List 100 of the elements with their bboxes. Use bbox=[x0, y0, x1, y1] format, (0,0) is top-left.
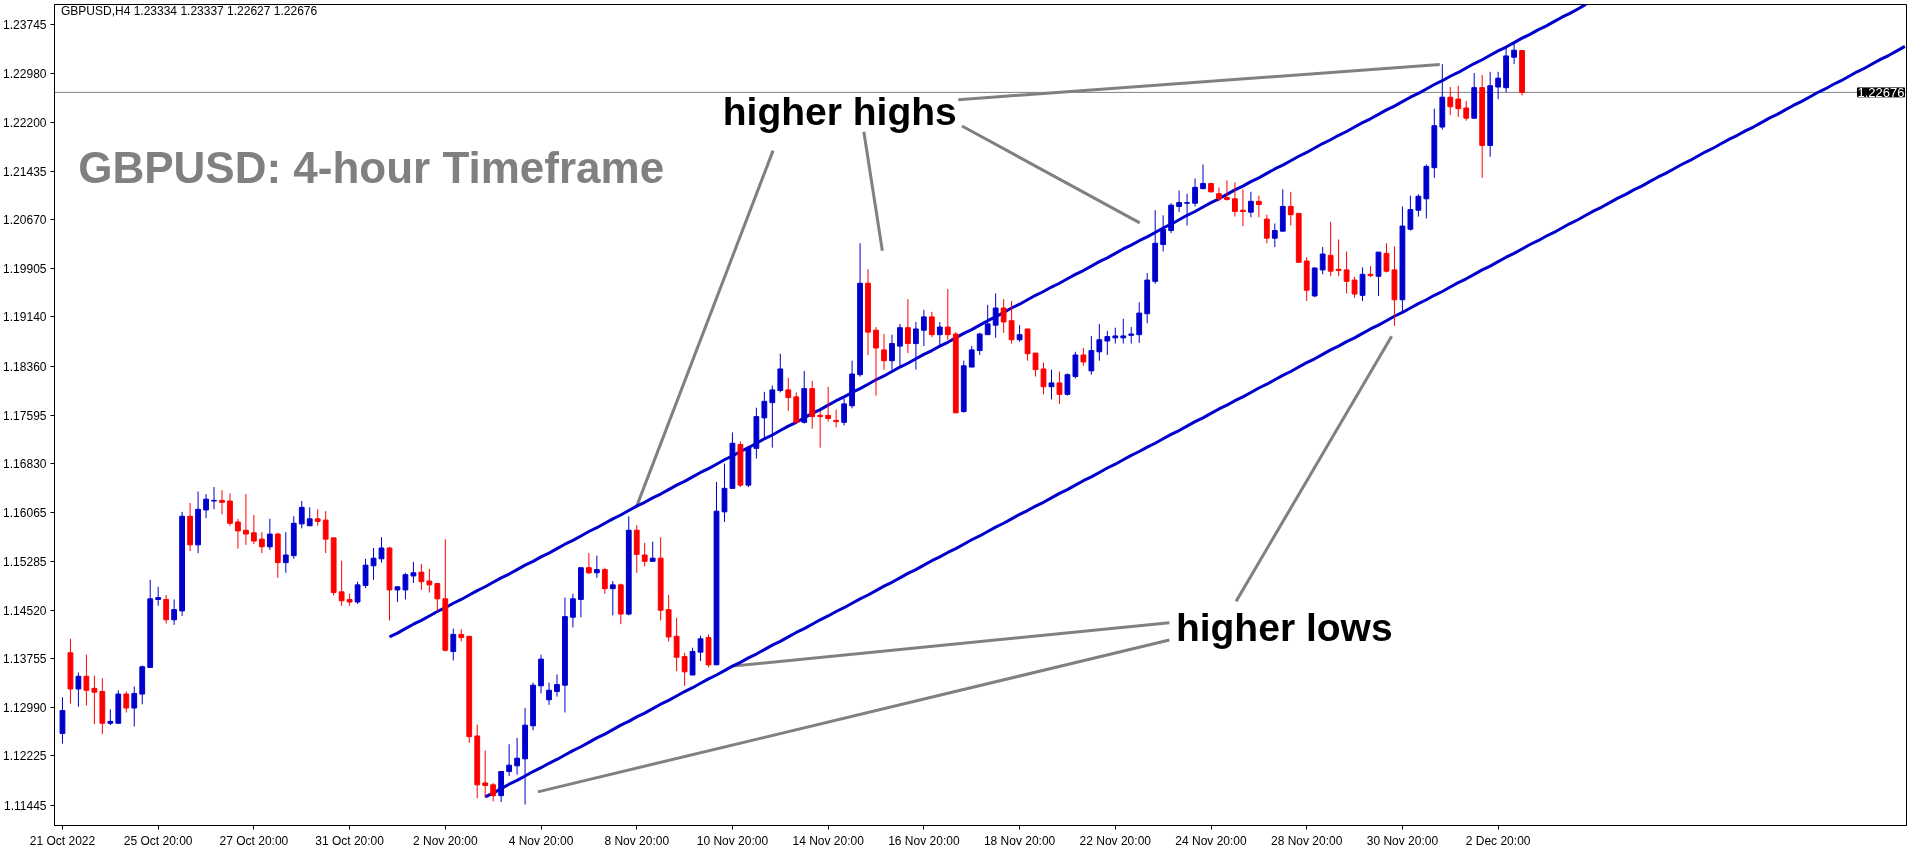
y-tick-label: 1.12990 bbox=[3, 700, 47, 715]
candlestick bbox=[1343, 251, 1350, 294]
candlestick bbox=[1216, 186, 1222, 202]
candlestick bbox=[1224, 179, 1230, 202]
candlestick bbox=[1255, 195, 1262, 218]
x-tick-label: 18 Nov 20:00 bbox=[983, 833, 1056, 848]
candlestick bbox=[913, 321, 919, 371]
candlestick bbox=[1263, 214, 1270, 244]
candlestick bbox=[163, 594, 170, 625]
candlestick bbox=[817, 410, 824, 449]
y-tick-label: 1.18360 bbox=[3, 359, 47, 374]
candlestick bbox=[506, 743, 513, 777]
candlestick bbox=[881, 333, 887, 371]
candlestick bbox=[649, 541, 656, 562]
candlestick bbox=[1160, 214, 1167, 252]
y-tick-label: 1.11445 bbox=[4, 799, 47, 813]
candlestick bbox=[1495, 71, 1502, 100]
candlestick bbox=[841, 398, 848, 426]
candlestick bbox=[514, 737, 520, 776]
y-tick-label: 1.16065 bbox=[3, 505, 47, 520]
candlestick bbox=[570, 593, 576, 628]
candlestick bbox=[306, 506, 313, 527]
candlestick bbox=[609, 580, 616, 616]
x-tick-label: 21 Oct 2022 bbox=[29, 833, 96, 848]
candlestick bbox=[450, 628, 457, 661]
candlestick bbox=[1415, 193, 1422, 218]
candlestick bbox=[785, 377, 792, 412]
candlestick bbox=[1096, 323, 1103, 362]
candlestick bbox=[83, 654, 90, 706]
candlestick bbox=[905, 298, 911, 354]
candlestick bbox=[482, 750, 489, 799]
candlestick bbox=[490, 782, 497, 802]
candlestick bbox=[681, 652, 688, 687]
annotation: higher lows bbox=[1175, 606, 1393, 650]
candlestick bbox=[1120, 318, 1127, 345]
x-tick-label: 2 Dec 20:00 bbox=[1465, 833, 1531, 848]
candlestick bbox=[322, 510, 329, 554]
y-tick-label: 1.15285 bbox=[3, 555, 47, 570]
candlestick bbox=[554, 673, 560, 698]
annotation: GBPUSD,H4 1.23334 1.23337 1.22627 1.22676 bbox=[60, 4, 318, 19]
candlestick bbox=[434, 582, 441, 613]
candlestick bbox=[1335, 238, 1342, 277]
candlestick bbox=[1048, 369, 1055, 400]
candlestick bbox=[266, 518, 273, 551]
candlestick bbox=[1271, 223, 1278, 248]
y-tick-label: 1.16830 bbox=[3, 457, 47, 472]
candlestick bbox=[936, 321, 943, 347]
candlestick bbox=[1232, 181, 1238, 218]
y-tick-label: 1.12225 bbox=[3, 749, 47, 764]
x-tick-label: 25 Oct 20:00 bbox=[123, 833, 193, 848]
candlestick bbox=[1319, 246, 1326, 275]
y-tick-label: 1.23745 bbox=[3, 18, 47, 32]
y-tick-label: 1.14520 bbox=[3, 603, 47, 618]
candlestick bbox=[1008, 300, 1015, 345]
candlestick bbox=[91, 675, 98, 725]
ref-line-label: 1.22676 bbox=[1857, 84, 1905, 100]
candlestick bbox=[944, 288, 951, 341]
candlestick bbox=[1455, 85, 1462, 118]
candlestick bbox=[1287, 191, 1294, 226]
candlestick bbox=[920, 309, 927, 347]
candlestick bbox=[769, 384, 776, 449]
x-tick-label: 22 Nov 20:00 bbox=[1079, 833, 1152, 848]
candlestick bbox=[689, 647, 696, 676]
candlestick bbox=[1104, 330, 1111, 356]
candlestick bbox=[1000, 298, 1007, 334]
y-tick-label: 1.19140 bbox=[3, 310, 47, 325]
candlestick bbox=[889, 334, 895, 371]
x-tick-label: 27 Oct 20:00 bbox=[219, 833, 289, 848]
candlestick bbox=[928, 311, 935, 338]
candlestick bbox=[282, 531, 289, 574]
candlestick bbox=[673, 617, 680, 672]
candlestick bbox=[992, 292, 999, 339]
candlestick bbox=[1136, 301, 1143, 344]
y-tick-label: 1.13755 bbox=[3, 652, 47, 667]
candlestick bbox=[984, 304, 991, 336]
x-tick-label: 2 Nov 20:00 bbox=[412, 833, 478, 848]
candlestick bbox=[131, 685, 138, 727]
y-tick-label: 1.21435 bbox=[3, 164, 47, 179]
y-tick-label: 1.17595 bbox=[3, 408, 47, 423]
candlestick bbox=[251, 514, 257, 545]
x-tick-label: 10 Nov 20:00 bbox=[696, 833, 769, 848]
candlestick bbox=[410, 561, 417, 584]
candlestick bbox=[59, 696, 66, 745]
x-tick-label: 24 Nov 20:00 bbox=[1175, 833, 1248, 848]
candlestick bbox=[777, 353, 784, 393]
candlestick bbox=[1240, 188, 1246, 227]
candlestick bbox=[298, 500, 305, 529]
candlestick bbox=[258, 531, 265, 554]
candlestick bbox=[593, 555, 600, 579]
candlestick bbox=[219, 489, 225, 515]
x-tick-label: 30 Nov 20:00 bbox=[1366, 833, 1439, 848]
x-tick-label: 14 Nov 20:00 bbox=[792, 833, 865, 848]
candlestick bbox=[1056, 371, 1063, 405]
candlestick bbox=[1511, 43, 1517, 65]
candlestick bbox=[873, 326, 879, 397]
y-tick-label: 1.22980 bbox=[3, 66, 47, 81]
candlestick bbox=[123, 691, 130, 713]
candlestick bbox=[1247, 191, 1254, 218]
candlestick bbox=[211, 486, 217, 510]
candlestick bbox=[1351, 276, 1358, 299]
